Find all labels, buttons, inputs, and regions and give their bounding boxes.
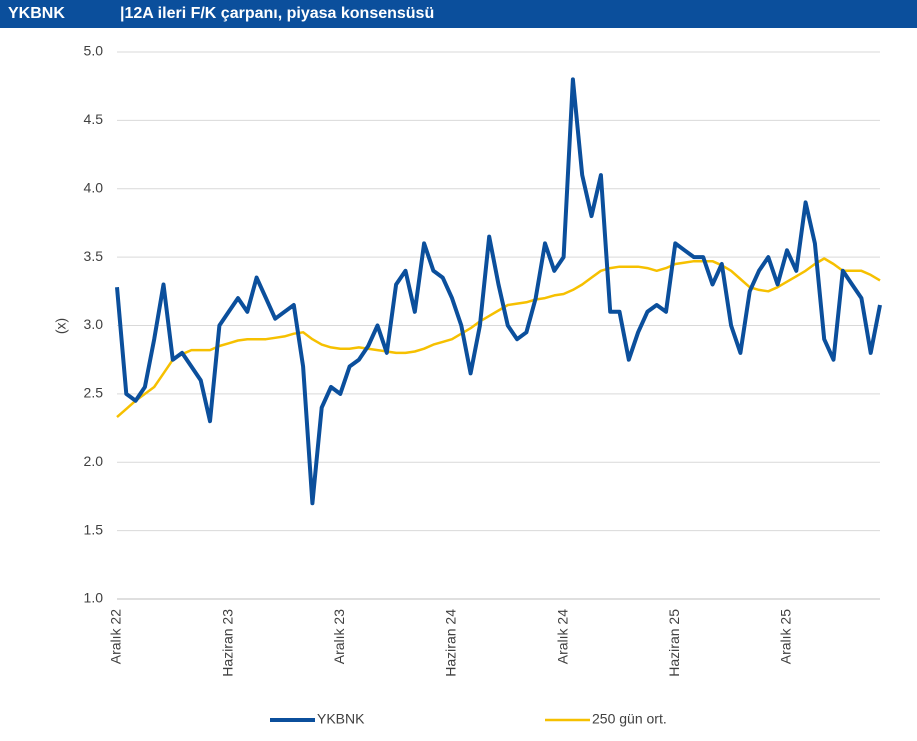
y-tick-label: 2.5 <box>84 385 104 401</box>
chart-title: |12A ileri F/K çarpanı, piyasa konsensüs… <box>120 5 434 22</box>
y-axis-label: (x) <box>53 318 69 334</box>
x-tick-label: Haziran 23 <box>219 609 235 677</box>
y-tick-label: 3.0 <box>84 316 104 332</box>
y-tick-label: 4.0 <box>84 179 104 195</box>
y-tick-label: 2.0 <box>84 453 104 469</box>
x-tick-label: Aralık 24 <box>554 609 570 664</box>
series-line <box>115 77 882 506</box>
header-bar <box>0 0 917 28</box>
x-tick-label: Aralık 22 <box>108 609 124 664</box>
y-tick-label: 1.5 <box>84 521 104 537</box>
legend-label: YKBNK <box>317 711 365 727</box>
x-tick-label: Haziran 25 <box>666 609 682 677</box>
x-tick-label: Haziran 24 <box>443 609 459 677</box>
ticker: YKBNK <box>8 5 65 22</box>
x-tick-label: Aralık 23 <box>331 609 347 664</box>
y-tick-label: 3.5 <box>84 248 104 264</box>
y-tick-label: 4.5 <box>84 111 104 127</box>
y-tick-label: 5.0 <box>84 43 104 59</box>
y-tick-label: 1.0 <box>84 590 104 606</box>
x-tick-label: Aralık 25 <box>778 609 794 664</box>
legend-label: 250 gün ort. <box>592 711 667 727</box>
